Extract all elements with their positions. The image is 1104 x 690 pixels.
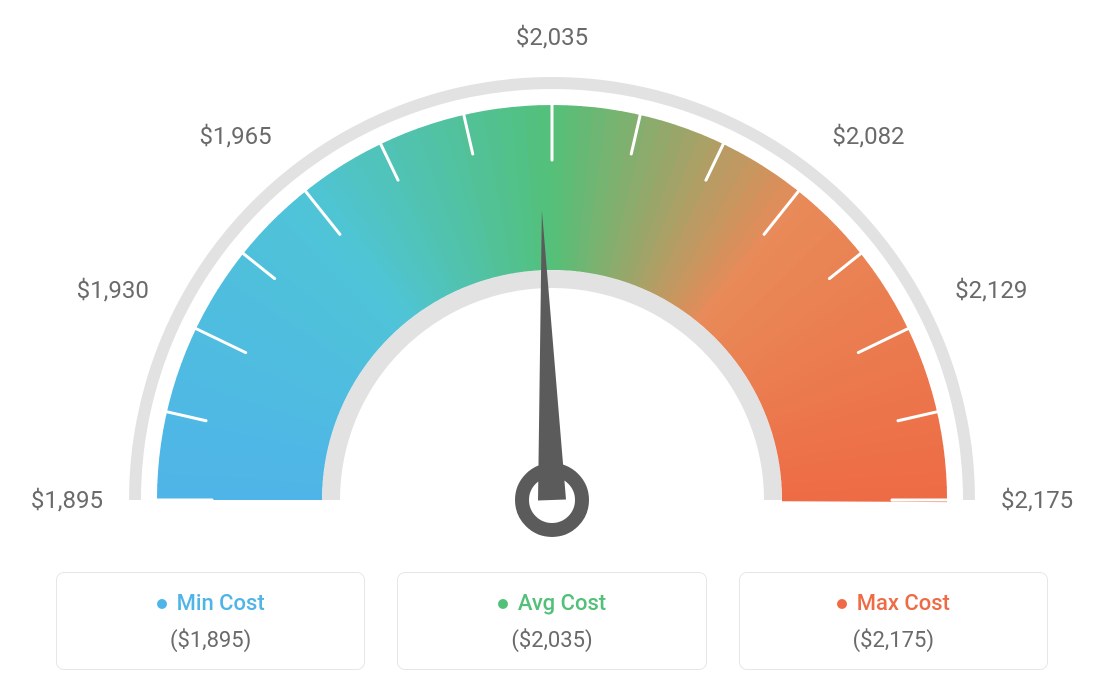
gauge-tick-label: $2,082 bbox=[832, 122, 904, 150]
legend-card-max: Max Cost ($2,175) bbox=[739, 572, 1048, 670]
legend-title-text: Min Cost bbox=[177, 591, 265, 616]
gauge-chart: $1,895 $1,930 $1,965 $2,035 $2,082 $2,129 $2,1… bbox=[0, 0, 1104, 540]
legend-card-avg: Avg Cost ($2,035) bbox=[397, 572, 706, 670]
gauge-svg bbox=[0, 0, 1104, 560]
legend-value-min: ($1,895) bbox=[57, 628, 364, 653]
cost-gauge-widget: $1,895 $1,930 $1,965 $2,035 $2,082 $2,129 $2,1… bbox=[0, 0, 1104, 690]
legend-title-max: Max Cost bbox=[837, 591, 950, 616]
gauge-tick-label: $1,930 bbox=[77, 276, 149, 304]
dot-icon bbox=[157, 599, 167, 609]
legend-row: Min Cost ($1,895) Avg Cost ($2,035) Max … bbox=[56, 572, 1048, 670]
gauge-tick-label: $2,035 bbox=[516, 23, 588, 51]
legend-title-avg: Avg Cost bbox=[498, 591, 606, 616]
legend-title-text: Max Cost bbox=[857, 591, 950, 616]
dot-icon bbox=[837, 599, 847, 609]
gauge-tick-label: $2,129 bbox=[955, 276, 1027, 304]
gauge-tick-label: $1,965 bbox=[199, 122, 271, 150]
gauge-tick-label: $1,895 bbox=[31, 486, 103, 514]
legend-title-text: Avg Cost bbox=[518, 591, 606, 616]
gauge-tick-label: $2,175 bbox=[1001, 486, 1073, 514]
legend-value-avg: ($2,035) bbox=[398, 628, 705, 653]
dot-icon bbox=[498, 599, 508, 609]
legend-value-max: ($2,175) bbox=[740, 628, 1047, 653]
legend-card-min: Min Cost ($1,895) bbox=[56, 572, 365, 670]
legend-title-min: Min Cost bbox=[157, 591, 265, 616]
